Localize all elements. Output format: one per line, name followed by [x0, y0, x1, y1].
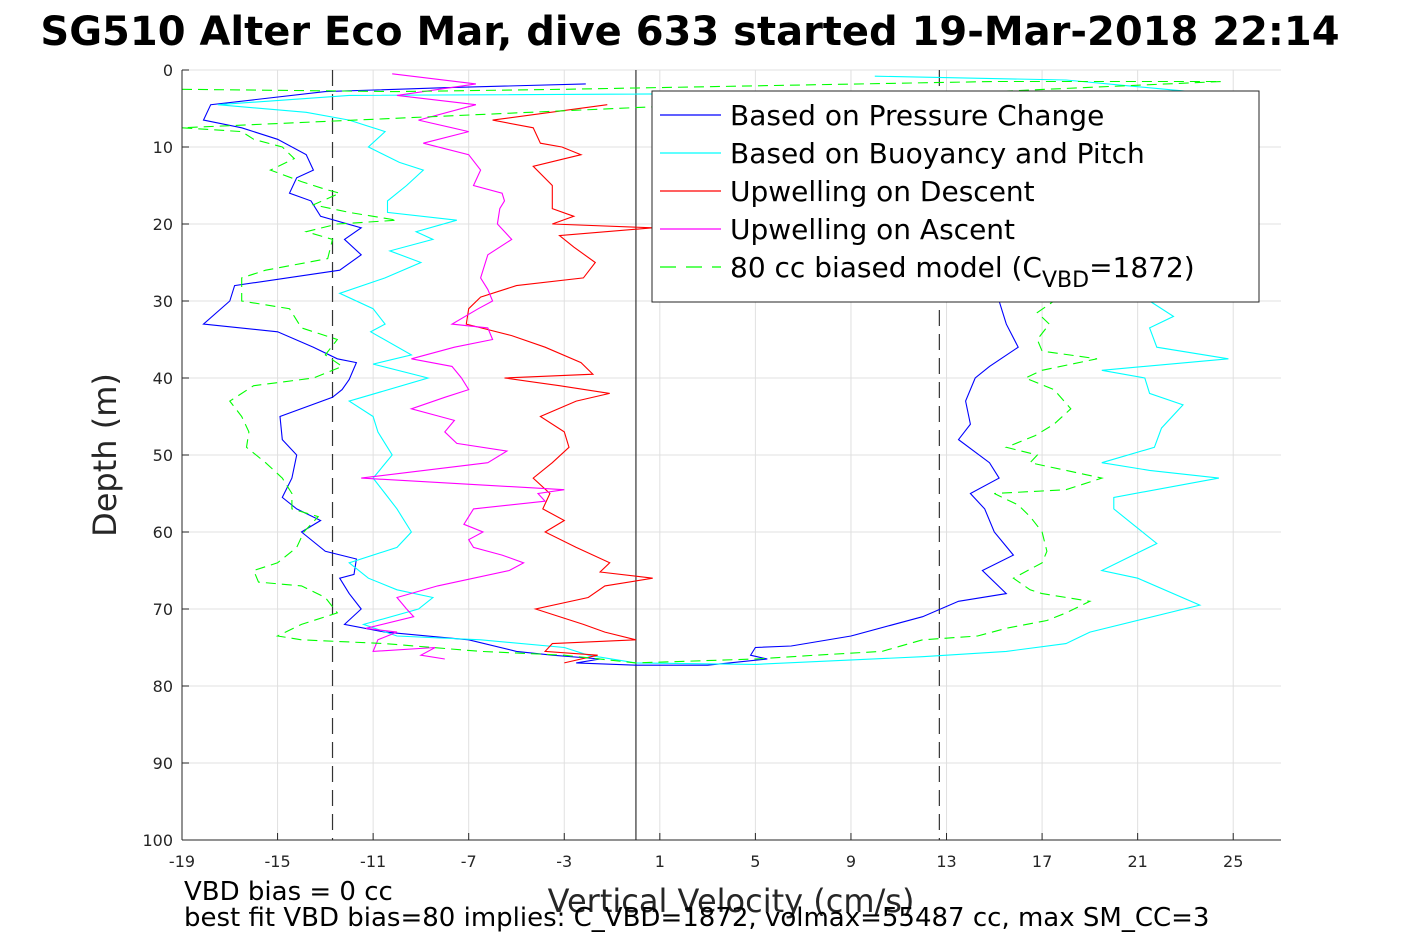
- x-tick-label: 1: [655, 852, 665, 871]
- y-tick-label: 40: [153, 369, 173, 388]
- y-tick-label: 10: [153, 138, 173, 157]
- x-tick-label: 13: [936, 852, 956, 871]
- x-tick-labels: -19 -15 -11 -7 -3 1 5 9 13 17 21 25: [169, 852, 1243, 871]
- series-line-2: [217, 75, 1229, 665]
- y-tick-label: 50: [153, 446, 173, 465]
- y-tick-label: 60: [153, 523, 173, 542]
- x-tick-label: 25: [1223, 852, 1243, 871]
- footer-line-1: VBD bias = 0 cc: [184, 877, 393, 907]
- legend-label-1: Based on Pressure Change: [730, 99, 1104, 132]
- y-tick-label: 90: [153, 754, 173, 773]
- series-line-1: [202, 83, 1019, 666]
- y-tick-label: 30: [153, 292, 173, 311]
- legend-label-2: Based on Buoyancy and Pitch: [730, 137, 1145, 170]
- legend-label-3: Upwelling on Descent: [730, 175, 1035, 208]
- y-axis-label: Depth (m): [86, 373, 124, 537]
- y-tick-label: 0: [163, 61, 173, 80]
- x-tick-label: -11: [360, 852, 386, 871]
- legend-box: [651, 90, 1260, 303]
- y-tick-label: 70: [153, 600, 173, 619]
- y-tick-labels: 0 10 20 30 40 50 60 70 80 90 100: [142, 61, 173, 850]
- x-tick-label: -3: [556, 852, 572, 871]
- legend-label-5: 80 cc biased model (CVBD=1872): [730, 251, 1195, 293]
- x-tick-label: 21: [1127, 852, 1147, 871]
- legend-label-4: Upwelling on Ascent: [730, 213, 1015, 246]
- y-tick-label: 80: [153, 677, 173, 696]
- chart-title: SG510 Alter Eco Mar, dive 633 started 19…: [40, 9, 1339, 55]
- x-tick-label: 17: [1032, 852, 1052, 871]
- x-tick-label: 9: [846, 852, 856, 871]
- series-line-5: [181, 80, 1222, 664]
- x-axis-label: Vertical Velocity (cm/s): [548, 882, 915, 920]
- x-tick-label: -15: [264, 852, 290, 871]
- legend: Based on Pressure Change Based on Buoyanc…: [651, 90, 1260, 303]
- series-line-4: [361, 73, 565, 660]
- series-group: [181, 73, 1229, 666]
- y-tick-label: 20: [153, 215, 173, 234]
- y-tick-label: 100: [142, 831, 173, 850]
- footer-line-2: best fit VBD bias=80 implies: C_VBD=1872…: [184, 903, 1209, 933]
- x-tick-label: -19: [169, 852, 195, 871]
- x-tick-label: -7: [461, 852, 477, 871]
- series-line-3: [465, 104, 653, 664]
- axes-frame: [181, 69, 1281, 841]
- x-tick-label: 5: [750, 852, 760, 871]
